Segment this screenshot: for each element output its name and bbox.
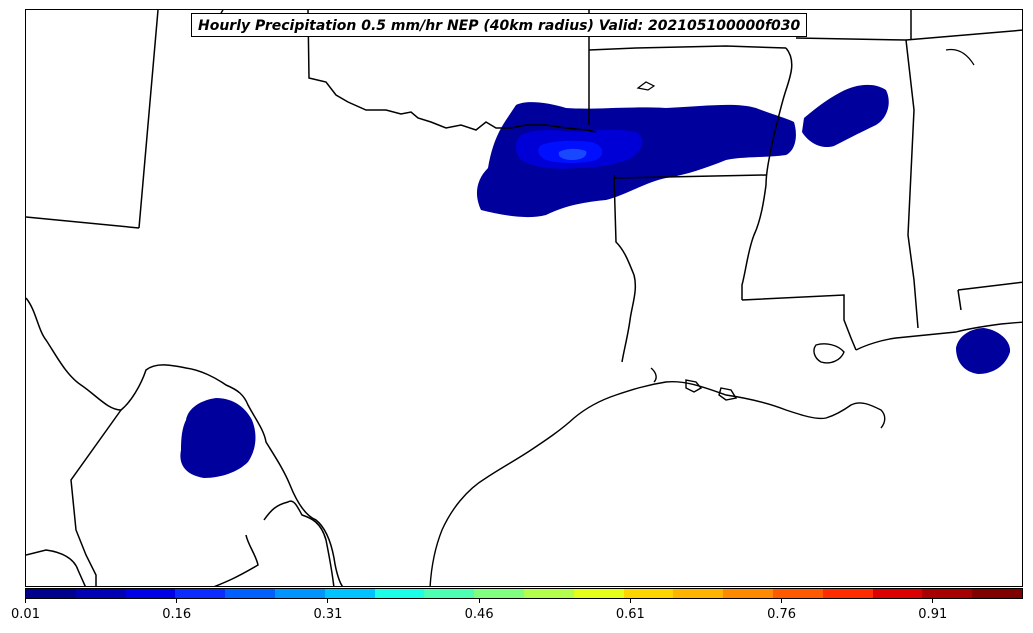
colorbar-tick [781, 599, 782, 603]
colorbar-segment [374, 589, 425, 598]
map-frame [25, 9, 1023, 587]
colorbar-tick [630, 599, 631, 603]
colorbar-segment [26, 589, 76, 598]
colorbar-segment [474, 589, 524, 598]
colorbar-segment [723, 589, 773, 598]
precip-region-sw-texas [180, 398, 256, 478]
colorbar-segment [573, 589, 624, 598]
colorbar-segment [872, 589, 923, 598]
state-boundaries [26, 10, 1022, 586]
colorbar-tick [327, 599, 328, 603]
colorbar-tick-label: 0.16 [162, 607, 192, 622]
coastline [429, 321, 1022, 586]
colorbar-tick-label: 0.61 [615, 607, 645, 622]
colorbar-segment [922, 589, 973, 598]
colorbar-tick [932, 599, 933, 603]
colorbar-tick [176, 599, 177, 603]
precip-region-ar-ms [802, 84, 889, 148]
colorbar-segment [822, 589, 873, 598]
map-canvas [26, 10, 1022, 586]
map-title: Hourly Precipitation 0.5 mm/hr NEP (40km… [191, 13, 808, 37]
precip-region-al-coast [956, 328, 1011, 374]
colorbar-tick-label: 0.01 [11, 607, 40, 622]
colorbar-segment [75, 589, 126, 598]
colorbar-segment [274, 589, 325, 598]
colorbar-segment [424, 589, 475, 598]
colorbar-tick [25, 599, 26, 603]
colorbar-segment [175, 589, 226, 598]
precip-region-north-core-3 [558, 148, 587, 160]
colorbar-segment [324, 589, 375, 598]
colorbar-segment [125, 589, 176, 598]
lakes [636, 48, 975, 91]
colorbar-tick-label: 0.76 [767, 607, 797, 622]
colorbar-tick-label: 0.91 [918, 607, 948, 622]
colorbar-segment [673, 589, 724, 598]
precip-fill-group [180, 84, 1011, 478]
colorbar-segment [623, 589, 674, 598]
colorbar-segment [972, 589, 1022, 598]
colorbar-segment [225, 589, 275, 598]
colorbar-tick-label: 0.46 [464, 607, 494, 622]
colorbar-tick-label: 0.31 [313, 607, 343, 622]
colorbar-tick [479, 599, 480, 603]
colorbar-segment [523, 589, 574, 598]
colorbar [25, 588, 1023, 599]
colorbar-segment [772, 589, 823, 598]
